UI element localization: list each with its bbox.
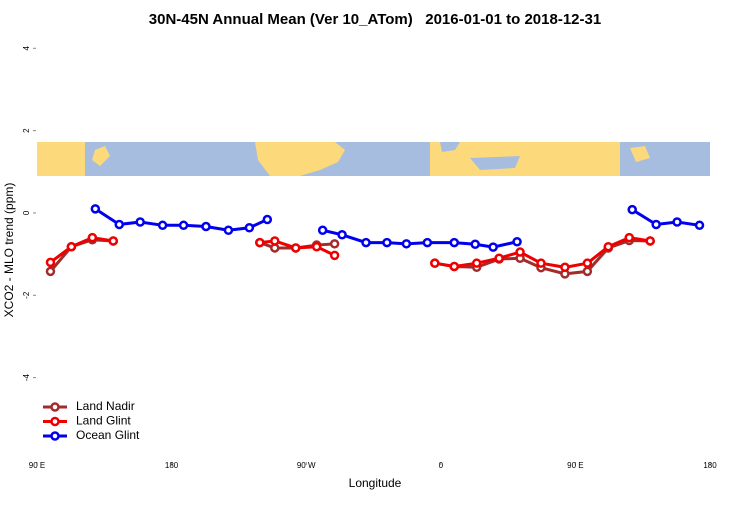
data-point	[114, 219, 125, 230]
data-point	[66, 241, 77, 252]
x-tick-label: 180	[165, 461, 179, 470]
x-tick-label: 90 E	[567, 461, 583, 470]
data-point	[672, 217, 682, 227]
data-point	[488, 242, 498, 252]
data-point	[90, 204, 101, 214]
chart-title: 30N-45N Annual Mean (Ver 10_ATom) 2016-0…	[149, 11, 601, 28]
data-point	[651, 219, 661, 230]
data-point	[157, 220, 168, 231]
legend-label: Land Nadir	[76, 399, 135, 413]
data-point	[515, 247, 525, 257]
series-line	[49, 238, 651, 276]
data-point	[87, 232, 98, 243]
data-point	[244, 223, 255, 233]
data-point	[694, 220, 705, 231]
legend-label: Land Glint	[76, 414, 131, 428]
data-point	[401, 239, 412, 249]
data-point	[108, 236, 119, 246]
data-point	[317, 225, 328, 235]
data-point	[262, 214, 273, 225]
legend-marker	[50, 402, 60, 412]
data-point	[361, 237, 371, 248]
data-point	[223, 225, 234, 235]
x-axis-label: Longitude	[349, 476, 402, 490]
data-point	[311, 241, 322, 252]
y-tick-label: 0	[22, 210, 31, 215]
y-tick-label: -2	[22, 291, 31, 299]
series-line	[49, 236, 651, 269]
data-point	[329, 250, 340, 261]
x-tick-label: 90 E	[29, 461, 45, 470]
map-strip	[37, 142, 710, 176]
data-point	[471, 258, 482, 268]
data-point	[382, 237, 392, 248]
data-point	[422, 237, 433, 248]
legend-label: Ocean Glint	[76, 428, 140, 442]
data-point	[45, 257, 56, 268]
x-tick-label: 0	[439, 461, 444, 470]
data-point	[560, 262, 570, 273]
data-point	[270, 236, 280, 246]
data-point	[45, 266, 56, 277]
data-point	[135, 217, 145, 227]
data-point	[255, 237, 265, 248]
data-point	[337, 230, 347, 240]
data-point	[627, 204, 637, 215]
data-point	[290, 243, 301, 253]
data-point	[430, 258, 440, 268]
data-point	[603, 241, 614, 252]
y-tick-label: -4	[22, 374, 31, 382]
data-point	[201, 221, 211, 232]
legend-marker	[50, 431, 60, 441]
x-tick-label: 180	[703, 461, 717, 470]
data-point	[582, 266, 593, 277]
y-tick-label: 2	[22, 128, 31, 133]
data-point	[582, 258, 593, 268]
y-tick-label: 4	[22, 46, 31, 51]
data-point	[470, 239, 480, 249]
data-point	[178, 220, 189, 231]
data-point	[449, 261, 460, 272]
data-point	[512, 237, 522, 247]
data-point	[536, 258, 546, 268]
plot-area: 90 E 180 90 W 0 90 E 180 -4 -2 0 2 4 Land NadirLand…	[22, 46, 717, 471]
legend-marker	[50, 416, 60, 427]
data-point	[494, 253, 504, 263]
y-axis-label: XCO2 - MLO trend (ppm)	[2, 183, 16, 318]
data-point	[624, 232, 634, 243]
data-point	[329, 239, 340, 249]
x-tick-label: 90 W	[297, 461, 316, 470]
data-point	[449, 237, 460, 248]
data-point	[645, 236, 655, 246]
